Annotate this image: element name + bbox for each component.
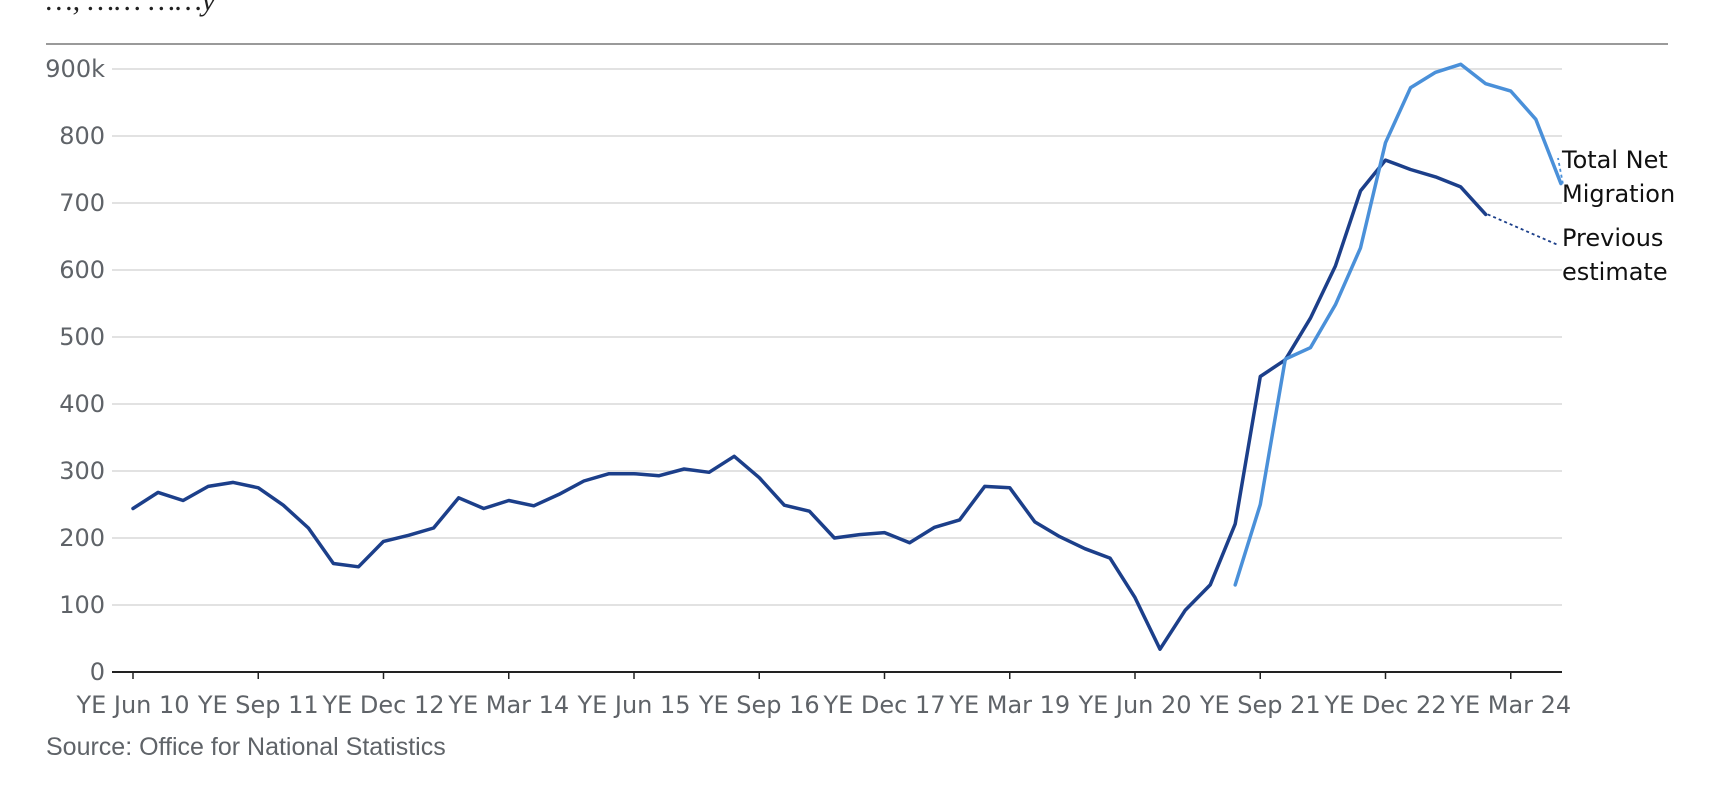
series-label-line: Total Net bbox=[1561, 146, 1668, 174]
series-label-line: Migration bbox=[1562, 180, 1675, 208]
label-leader-line bbox=[1557, 157, 1564, 184]
series-line bbox=[1233, 62, 1563, 587]
series-labels: Total Net Migration Previous estimate bbox=[1487, 146, 1675, 286]
series-label-line: estimate bbox=[1562, 258, 1668, 286]
y-tick-label: 500 bbox=[59, 323, 105, 351]
x-tick-label: YE Sep 11 bbox=[197, 691, 319, 719]
y-tick-label: 100 bbox=[59, 591, 105, 619]
x-tick-label: YE Jun 20 bbox=[1077, 691, 1191, 719]
x-tick-label: YE Jun 15 bbox=[576, 691, 690, 719]
series-label-line: Previous bbox=[1562, 224, 1663, 252]
y-tick-label: 400 bbox=[59, 390, 105, 418]
source-note: Source: Office for National Statistics bbox=[46, 733, 446, 761]
x-tick-label: YE Mar 19 bbox=[948, 691, 1070, 719]
y-tick-label: 0 bbox=[90, 658, 105, 686]
label-leader-line bbox=[1487, 213, 1559, 246]
x-tick-label: YE Jun 10 bbox=[75, 691, 189, 719]
x-tick-label: YE Sep 16 bbox=[698, 691, 820, 719]
x-tick-label: YE Mar 24 bbox=[1449, 691, 1571, 719]
y-tick-label: 300 bbox=[59, 457, 105, 485]
y-tick-label: 900k bbox=[45, 55, 105, 83]
series-label: Total Net Migration bbox=[1561, 146, 1675, 208]
y-tick-label: 700 bbox=[59, 189, 105, 217]
series-line bbox=[131, 158, 1488, 651]
y-tick-label: 200 bbox=[59, 524, 105, 552]
x-tick-label: YE Dec 17 bbox=[822, 691, 945, 719]
x-tick-label: YE Sep 21 bbox=[1199, 691, 1321, 719]
axes: 0 100 200 300 400 500 600 700 800 900k YE Jun 10 YE… bbox=[45, 43, 1668, 719]
y-tick-label: 600 bbox=[59, 256, 105, 284]
grid-lines bbox=[112, 68, 1562, 606]
x-tick-label: YE Dec 12 bbox=[321, 691, 444, 719]
series-lines bbox=[131, 62, 1563, 651]
chart-subtitle-partial: …, …… ……y bbox=[46, 0, 216, 17]
x-tick-label: YE Mar 14 bbox=[447, 691, 569, 719]
x-tick-label: YE Dec 22 bbox=[1323, 691, 1446, 719]
series-label: Previous estimate bbox=[1562, 224, 1668, 286]
y-tick-label: 800 bbox=[59, 122, 105, 150]
